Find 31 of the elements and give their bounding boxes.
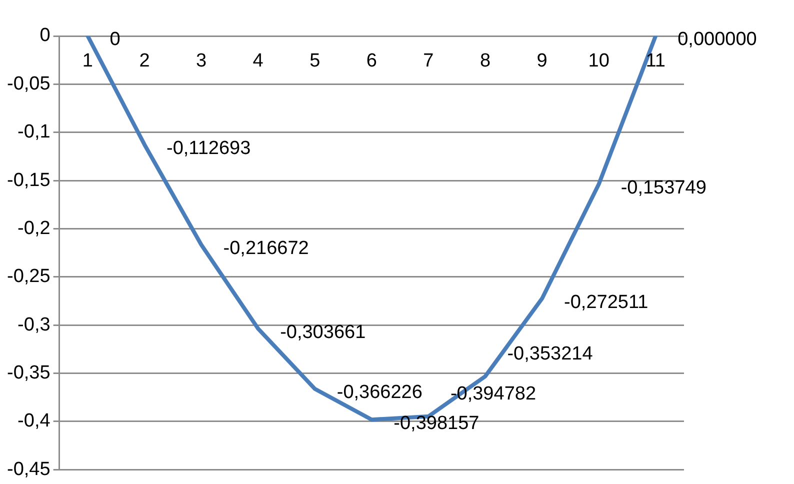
x-tick-label: 3 <box>196 50 207 72</box>
x-tick-label: 7 <box>423 50 434 72</box>
y-tick-label: -0,4 <box>18 410 51 432</box>
y-tick-label: -0,35 <box>6 362 50 384</box>
x-tick-label: 1 <box>82 50 93 72</box>
text: -0,216672 <box>223 238 309 260</box>
y-tick-label: -0,2 <box>18 218 50 239</box>
y-tick-label: -0,3 <box>18 314 50 336</box>
x-tick-label: 2 <box>139 50 150 72</box>
text: -0,366226 <box>336 382 422 404</box>
x-tick-label: 11 <box>646 50 666 72</box>
x-tick-label: 6 <box>366 50 377 72</box>
y-tick-label: -0,05 <box>6 73 50 94</box>
text: -0,272511 <box>564 292 648 313</box>
x-tick-label: 5 <box>310 50 320 72</box>
x-tick-label: 9 <box>536 50 548 72</box>
x-tick-label: 8 <box>480 50 491 72</box>
x-tick-label: 4 <box>252 50 264 72</box>
y-tick-label: -0,1 <box>18 122 50 143</box>
text: -0,112693 <box>166 138 251 159</box>
text: -0,353214 <box>507 344 593 365</box>
y-tick-label: -0,25 <box>6 266 50 288</box>
text: 0,000000 <box>678 29 757 50</box>
y-tick-label: 0 <box>40 25 50 46</box>
x-tick-label: 10 <box>588 50 610 72</box>
y-tick-label: -0,15 <box>6 170 50 191</box>
text: -0,398157 <box>394 412 480 434</box>
y-tick-label: -0,45 <box>6 458 50 480</box>
text: -0,153749 <box>620 177 706 198</box>
text: 0 <box>110 29 120 50</box>
text: -0,303661 <box>280 322 366 343</box>
